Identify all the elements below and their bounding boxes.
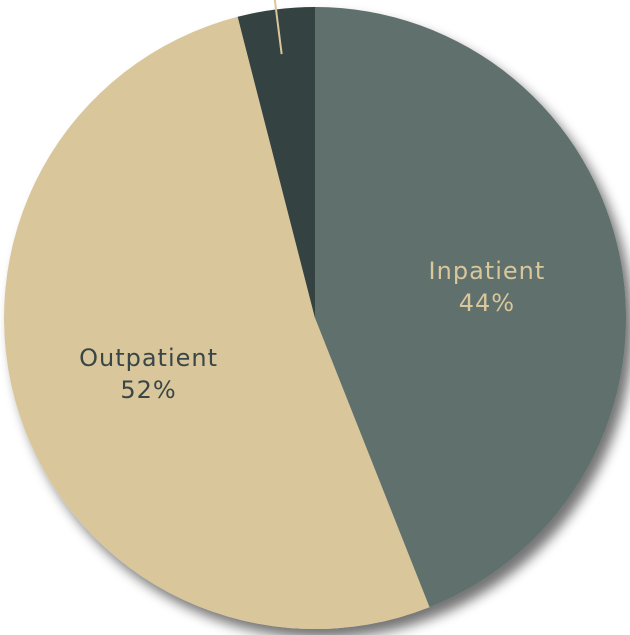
- pie-label-value: 44%: [459, 289, 515, 317]
- pie-slice-other-2: [237, 7, 315, 318]
- pie-label-name: Outpatient: [79, 344, 218, 372]
- pie-label-name: Inpatient: [429, 257, 546, 285]
- pie-slices: [3, 7, 626, 630]
- pie-leader-lines: [273, 0, 283, 55]
- pie-label-outpatient: Outpatient 52%: [79, 344, 218, 404]
- pie-slice-inpatient: [315, 7, 626, 608]
- pie-labels: Inpatient 44% Outpatient 52%: [79, 257, 546, 404]
- pie-slice-outpatient: [3, 16, 430, 630]
- pie-label-value: 52%: [120, 376, 176, 404]
- pie-leader-line-other-2: [273, 0, 283, 55]
- pie-label-inpatient: Inpatient 44%: [429, 257, 546, 317]
